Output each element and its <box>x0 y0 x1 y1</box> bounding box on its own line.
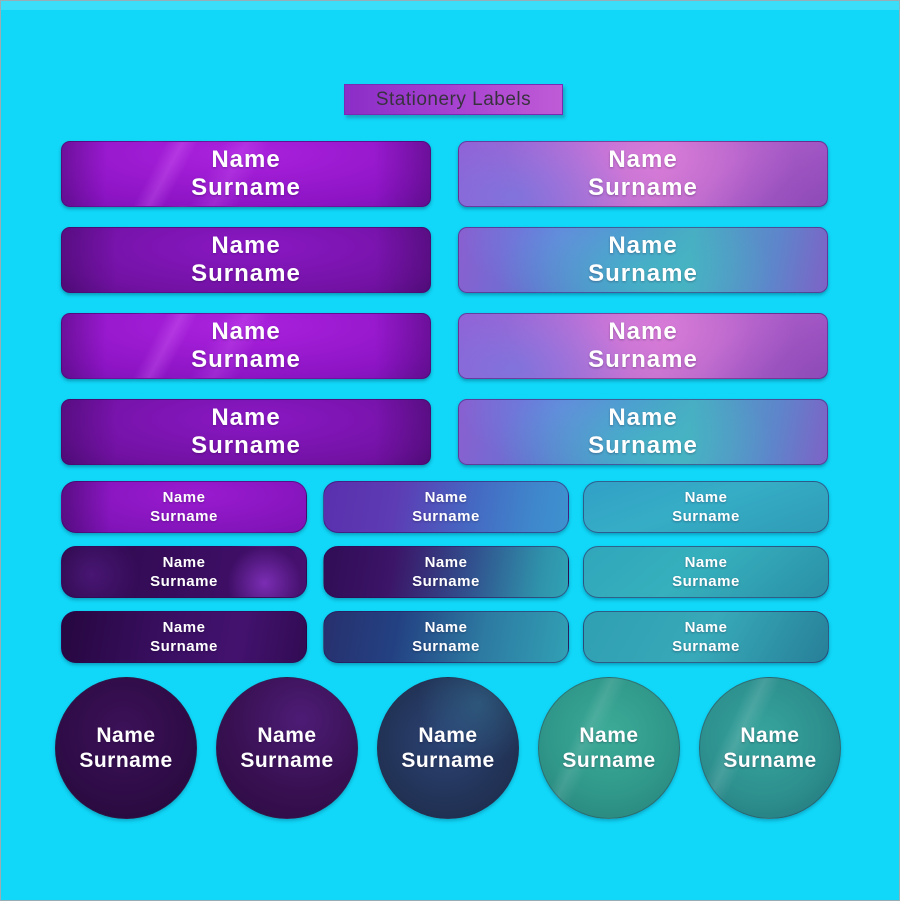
label-rect-large: Name Surname <box>61 227 431 293</box>
label-surname-line: Surname <box>412 508 480 525</box>
label-surname-line: Surname <box>588 174 698 201</box>
label-rect-large: Name Surname <box>458 141 828 207</box>
label-surname-line: Surname <box>588 432 698 459</box>
label-name-line: Name <box>162 489 206 506</box>
label-surname-line: Surname <box>562 749 656 772</box>
label-surname-line: Surname <box>672 508 740 525</box>
label-rect-medium: Name Surname <box>323 611 569 663</box>
label-circle: Name Surname <box>538 677 680 819</box>
label-surname-line: Surname <box>588 346 698 373</box>
label-surname-line: Surname <box>191 260 301 287</box>
label-surname-line: Surname <box>588 260 698 287</box>
label-circle: Name Surname <box>216 677 358 819</box>
label-name-line: Name <box>684 619 728 636</box>
label-rect-medium: Name Surname <box>61 611 307 663</box>
label-surname-line: Surname <box>191 174 301 201</box>
label-name-line: Name <box>424 619 468 636</box>
label-surname-line: Surname <box>672 638 740 655</box>
label-rect-medium: Name Surname <box>61 481 307 533</box>
label-rect-medium: Name Surname <box>323 546 569 598</box>
label-surname-line: Surname <box>672 573 740 590</box>
label-surname-line: Surname <box>150 508 218 525</box>
label-rect-large: Name Surname <box>61 313 431 379</box>
label-circle: Name Surname <box>377 677 519 819</box>
label-surname-line: Surname <box>240 749 334 772</box>
label-name-line: Name <box>418 724 478 747</box>
label-name-line: Name <box>211 232 281 259</box>
label-name-line: Name <box>424 554 468 571</box>
label-rect-medium: Name Surname <box>323 481 569 533</box>
label-circle: Name Surname <box>699 677 841 819</box>
label-surname-line: Surname <box>150 638 218 655</box>
label-name-line: Name <box>740 724 800 747</box>
label-rect-large: Name Surname <box>458 399 828 465</box>
label-rect-large: Name Surname <box>61 141 431 207</box>
label-name-line: Name <box>608 318 678 345</box>
label-name-line: Name <box>162 554 206 571</box>
label-rect-large: Name Surname <box>61 399 431 465</box>
label-name-line: Name <box>96 724 156 747</box>
label-rect-medium: Name Surname <box>583 546 829 598</box>
label-name-line: Name <box>211 404 281 431</box>
label-surname-line: Surname <box>191 346 301 373</box>
label-surname-line: Surname <box>191 432 301 459</box>
label-rect-medium: Name Surname <box>583 481 829 533</box>
label-name-line: Name <box>257 724 317 747</box>
label-name-line: Name <box>579 724 639 747</box>
label-name-line: Name <box>424 489 468 506</box>
label-rect-large: Name Surname <box>458 227 828 293</box>
label-name-line: Name <box>211 318 281 345</box>
label-surname-line: Surname <box>412 638 480 655</box>
label-surname-line: Surname <box>150 573 218 590</box>
label-name-line: Name <box>684 489 728 506</box>
label-circle: Name Surname <box>55 677 197 819</box>
label-name-line: Name <box>608 404 678 431</box>
page-title: Stationery Labels <box>344 84 563 115</box>
label-name-line: Name <box>162 619 206 636</box>
label-name-line: Name <box>684 554 728 571</box>
label-surname-line: Surname <box>79 749 173 772</box>
label-surname-line: Surname <box>723 749 817 772</box>
label-rect-medium: Name Surname <box>61 546 307 598</box>
label-name-line: Name <box>608 146 678 173</box>
label-surname-line: Surname <box>401 749 495 772</box>
label-name-line: Name <box>211 146 281 173</box>
label-surname-line: Surname <box>412 573 480 590</box>
label-rect-large: Name Surname <box>458 313 828 379</box>
label-name-line: Name <box>608 232 678 259</box>
label-rect-medium: Name Surname <box>583 611 829 663</box>
